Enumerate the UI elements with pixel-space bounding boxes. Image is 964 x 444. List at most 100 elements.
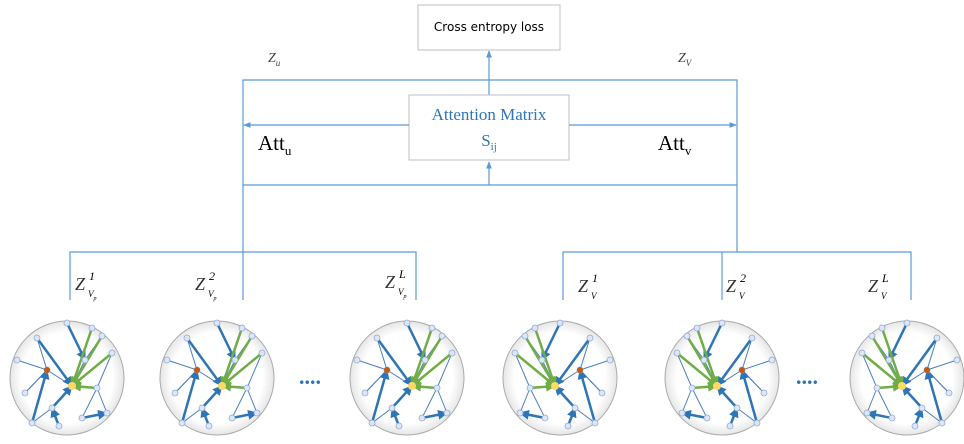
node — [532, 325, 538, 331]
node — [172, 390, 178, 396]
node — [674, 350, 680, 356]
node-center — [218, 382, 226, 390]
node — [249, 333, 255, 339]
node-center — [898, 382, 906, 390]
layer-sub: Vp — [398, 287, 407, 300]
node — [396, 423, 402, 429]
layer-sub: V — [591, 291, 598, 301]
node — [527, 385, 533, 391]
att-sub: v — [685, 143, 692, 158]
layer-subsub: p — [93, 296, 97, 302]
node — [206, 423, 212, 429]
layer-subsub: p — [213, 296, 217, 302]
output-base: Z — [268, 51, 276, 66]
graph — [350, 320, 464, 435]
att-label: Attu — [258, 131, 292, 158]
layer-sub: Vp — [88, 289, 97, 302]
node — [232, 357, 238, 363]
node — [89, 325, 95, 331]
node-center — [408, 382, 416, 390]
node-center — [551, 382, 559, 390]
layer-sub: V — [881, 291, 888, 301]
node — [56, 423, 62, 429]
node — [749, 335, 755, 341]
node — [557, 320, 563, 326]
node — [362, 390, 368, 396]
output-label: ZV — [678, 51, 693, 68]
node — [869, 333, 875, 339]
node — [769, 357, 775, 363]
node — [864, 410, 870, 416]
node — [542, 415, 548, 421]
node-center — [713, 382, 721, 390]
node — [754, 420, 760, 426]
layer-base: Z — [385, 272, 396, 292]
node — [254, 410, 260, 416]
layer-sub: Vp — [208, 289, 217, 302]
node — [694, 325, 700, 331]
node — [374, 335, 380, 341]
node-source — [577, 367, 583, 373]
node — [389, 405, 395, 411]
node — [369, 420, 375, 426]
node — [229, 415, 235, 421]
node — [539, 357, 545, 363]
layer-sup: 1 — [592, 271, 598, 285]
loss-label: Cross entropy loss — [434, 20, 544, 34]
layer-sup: 2 — [740, 271, 746, 285]
node — [99, 333, 105, 339]
node — [29, 420, 35, 426]
node-source — [194, 367, 200, 373]
layer-sub: V — [739, 291, 746, 301]
node-source — [739, 367, 745, 373]
graph — [503, 320, 617, 435]
node — [22, 390, 28, 396]
node — [164, 357, 170, 363]
graph — [850, 320, 964, 435]
node — [889, 415, 895, 421]
node — [512, 350, 518, 356]
layer-base: Z — [75, 274, 86, 294]
node — [14, 357, 20, 363]
node — [64, 320, 70, 326]
node — [49, 405, 55, 411]
node — [179, 420, 185, 426]
node — [704, 415, 710, 421]
graph — [10, 320, 124, 435]
layer-base: Z — [578, 276, 589, 296]
node — [109, 350, 115, 356]
output-sub: u — [276, 58, 281, 68]
node — [214, 320, 220, 326]
att-sub: u — [285, 143, 292, 158]
node — [939, 420, 945, 426]
node — [954, 357, 960, 363]
node — [886, 357, 892, 363]
node — [429, 325, 435, 331]
node — [734, 405, 740, 411]
layer-subsub: p — [403, 294, 407, 300]
node — [244, 385, 250, 391]
attention-title: Attention Matrix — [432, 105, 547, 124]
node — [94, 385, 100, 391]
layer-base: Z — [195, 274, 206, 294]
node — [259, 350, 265, 356]
layer-sup: L — [398, 267, 406, 281]
node — [354, 357, 360, 363]
node — [934, 335, 940, 341]
layer-base: Z — [726, 276, 737, 296]
att-label: Attv — [658, 131, 692, 158]
node — [434, 385, 440, 391]
node — [684, 333, 690, 339]
node — [679, 410, 685, 416]
node-source — [924, 367, 930, 373]
layer-sub-main: V — [881, 291, 888, 301]
node — [874, 385, 880, 391]
node — [404, 320, 410, 326]
node — [82, 357, 88, 363]
node — [439, 333, 445, 339]
layer-sub-main: V — [591, 291, 598, 301]
node — [701, 357, 707, 363]
node — [572, 405, 578, 411]
output-label: Zu — [268, 51, 281, 68]
ellipsis: .... — [299, 364, 321, 389]
